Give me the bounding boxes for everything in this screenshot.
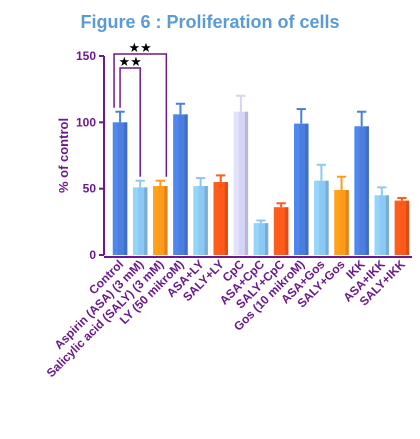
significance-stars: ★★ [118,55,141,70]
bar-highlight [233,111,239,255]
y-tick-label: 150 [76,49,96,63]
bar-shadow [305,123,309,255]
bar-highlight [394,200,400,255]
bar-shadow [204,186,208,255]
bar-highlight [374,195,380,255]
bar-shadow [325,180,329,255]
bar-shadow [385,195,390,255]
significance-bracket [119,67,141,177]
bar-shadow [224,182,228,255]
bar-shadow [124,122,128,255]
y-tick-label: 0 [89,248,96,262]
bar-highlight [273,207,279,255]
chart-title: Figure 6 : Proliferation of cells [80,12,340,32]
bar-highlight [153,186,159,255]
bar-highlight [173,114,179,255]
significance-bracket [113,53,168,177]
bar-shadow [244,111,249,255]
bar-highlight [253,223,259,255]
y-axis-label: % of control [56,118,71,193]
bar-highlight [354,126,360,256]
bar-shadow [164,186,168,255]
bar-highlight [193,186,199,255]
y-tick-label: 100 [76,115,96,129]
bar-highlight [294,123,300,255]
bar-shadow [345,189,349,255]
bar-highlight [314,180,320,255]
bar-highlight [132,187,139,255]
bar-shadow [265,223,269,255]
bar-shadow [285,207,289,255]
bar-shadow [405,200,410,255]
bar-highlight [334,189,340,255]
bar-highlight [213,182,219,255]
y-tick-label: 50 [83,182,97,196]
significance-stars: ★★ [129,41,152,56]
bar-shadow [184,114,188,255]
bar-highlight [112,122,118,255]
bar-shadow [365,126,369,256]
bar-shadow [144,187,148,255]
